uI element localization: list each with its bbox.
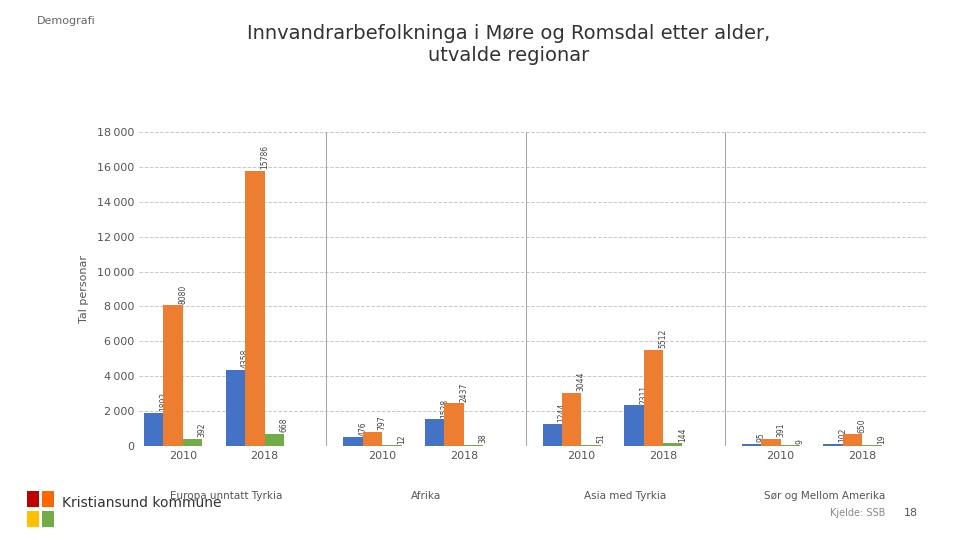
Text: Demografi: Demografi [36,16,95,26]
Bar [27,491,39,507]
Text: 3044: 3044 [577,372,586,391]
Bar [562,393,582,446]
Text: 12: 12 [397,434,406,444]
Text: Innvandrarbefolkninga i Møre og Romsdal etter alder,: Innvandrarbefolkninga i Møre og Romsdal … [247,24,771,43]
Bar [761,438,780,445]
Text: 18: 18 [904,508,919,518]
Bar [41,491,54,507]
Text: Asia med Tyrkia: Asia med Tyrkia [584,491,666,501]
Text: Afrika: Afrika [411,491,441,501]
Text: 1892: 1892 [159,392,168,411]
Bar [183,438,203,445]
Bar [265,434,284,445]
Text: 797: 797 [377,416,387,430]
Bar [663,443,683,445]
Bar [742,444,761,446]
Text: 4358: 4358 [241,349,250,368]
Text: 8080: 8080 [179,284,187,303]
Text: 2311: 2311 [639,385,648,404]
Bar [363,431,382,446]
Bar [444,403,464,445]
Text: 5512: 5512 [659,329,667,348]
Text: 391: 391 [776,423,785,437]
Text: 15786: 15786 [260,145,269,170]
Text: 144: 144 [678,427,687,442]
Bar [643,349,663,445]
Text: 2437: 2437 [459,382,468,402]
Text: 476: 476 [358,421,368,436]
Text: Sør og Mellom Amerika: Sør og Mellom Amerika [764,491,885,501]
Text: 51: 51 [596,434,606,443]
Y-axis label: Tal personar: Tal personar [79,255,88,323]
Bar [582,444,601,445]
Text: 102: 102 [838,428,848,442]
Bar [144,413,163,446]
Bar [27,511,39,526]
Bar [624,406,643,446]
Bar [425,419,444,446]
Bar [41,511,54,526]
Bar [824,444,843,446]
Text: 1244: 1244 [558,403,566,422]
Text: 1528: 1528 [440,399,449,417]
Text: Kjelde: SSB: Kjelde: SSB [830,508,886,518]
Text: 9: 9 [796,439,804,444]
Bar [344,437,363,446]
Bar [245,171,265,446]
Bar [163,305,183,446]
Text: 19: 19 [877,434,886,444]
Text: 392: 392 [198,423,206,437]
Text: 650: 650 [857,418,867,433]
Text: 95: 95 [756,433,766,442]
Bar [226,370,245,446]
Text: 38: 38 [479,434,488,443]
Bar [542,424,562,446]
Text: Europa unntatt Tyrkia: Europa unntatt Tyrkia [171,491,283,501]
Text: utvalde regionar: utvalde regionar [428,46,589,65]
Text: Kristiansund kommune: Kristiansund kommune [62,496,222,510]
Bar [464,445,483,446]
Bar [843,434,862,446]
Text: 668: 668 [279,418,289,433]
